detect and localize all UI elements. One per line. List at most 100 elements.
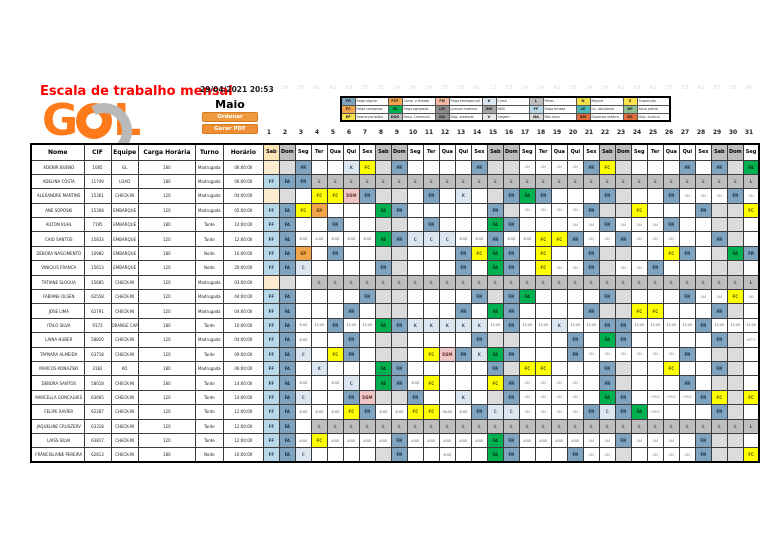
schedule-cell[interactable]: FF xyxy=(262,260,280,276)
schedule-cell[interactable] xyxy=(694,404,712,420)
schedule-cell[interactable]: AM xyxy=(566,202,584,219)
schedule-cell[interactable]: FF xyxy=(262,418,280,434)
schedule-cell[interactable] xyxy=(630,447,648,463)
cell-nome[interactable]: AILTON KUHL xyxy=(30,217,85,233)
cell-turno[interactable]: Madrugada xyxy=(194,188,224,204)
cell-equipe[interactable]: EMBARQUE xyxy=(110,260,139,276)
schedule-cell[interactable]: FR xyxy=(390,159,408,175)
schedule-cell[interactable]: L xyxy=(342,173,360,190)
schedule-cell[interactable]: FA xyxy=(598,389,616,406)
schedule-cell[interactable]: FR xyxy=(406,389,424,406)
cell-turno[interactable]: Noite xyxy=(194,260,224,276)
schedule-cell[interactable] xyxy=(470,375,488,391)
schedule-cell[interactable]: C xyxy=(342,375,360,391)
cell-horario[interactable]: 12:00:00 xyxy=(222,432,264,449)
schedule-cell[interactable] xyxy=(502,202,520,219)
schedule-cell[interactable]: 8:00 xyxy=(566,432,584,449)
schedule-cell[interactable]: FR xyxy=(566,231,584,247)
schedule-cell[interactable]: AM xyxy=(566,389,584,406)
schedule-cell[interactable]: FA xyxy=(278,404,296,420)
schedule-cell[interactable] xyxy=(374,245,392,262)
schedule-cell[interactable] xyxy=(630,245,648,262)
schedule-cell[interactable] xyxy=(310,346,328,362)
schedule-cell[interactable] xyxy=(438,260,456,276)
cell-equipe[interactable]: ORANGE CAP xyxy=(110,317,139,334)
schedule-cell[interactable] xyxy=(358,447,376,463)
schedule-cell[interactable]: FA xyxy=(278,289,296,305)
schedule-cell[interactable]: L xyxy=(486,418,504,434)
cell-carga[interactable]: 120 xyxy=(137,418,196,434)
schedule-cell[interactable] xyxy=(518,332,536,348)
schedule-cell[interactable] xyxy=(502,360,520,377)
schedule-cell[interactable]: FR xyxy=(694,317,712,334)
cell-horario[interactable]: 14:00:00 xyxy=(222,217,264,233)
schedule-cell[interactable] xyxy=(614,202,632,219)
schedule-cell[interactable] xyxy=(406,303,424,319)
cell-nome[interactable]: TATIANE SLOGUA xyxy=(30,274,85,291)
cell-horario[interactable]: 14:00:00 xyxy=(222,375,264,391)
schedule-cell[interactable]: FA xyxy=(278,217,296,233)
schedule-cell[interactable] xyxy=(310,303,328,319)
schedule-cell[interactable]: FA xyxy=(486,303,504,319)
schedule-cell[interactable] xyxy=(374,217,392,233)
schedule-cell[interactable] xyxy=(358,360,376,377)
schedule-cell[interactable] xyxy=(342,289,360,305)
schedule-cell[interactable] xyxy=(342,202,360,219)
schedule-cell[interactable] xyxy=(662,332,680,348)
schedule-cell[interactable]: FA xyxy=(278,332,296,348)
schedule-cell[interactable]: FA xyxy=(278,432,296,449)
schedule-cell[interactable] xyxy=(534,303,552,319)
schedule-cell[interactable]: FC xyxy=(662,245,680,262)
schedule-cell[interactable] xyxy=(486,332,504,348)
schedule-cell[interactable]: FC xyxy=(710,389,728,406)
schedule-cell[interactable] xyxy=(278,159,296,175)
schedule-cell[interactable] xyxy=(390,260,408,276)
cell-carga[interactable]: 120 xyxy=(137,188,196,204)
schedule-cell[interactable]: AM xyxy=(550,202,568,219)
schedule-cell[interactable] xyxy=(326,447,344,463)
schedule-cell[interactable]: FR xyxy=(710,231,728,247)
schedule-cell[interactable]: L xyxy=(614,173,632,190)
schedule-cell[interactable] xyxy=(646,188,664,204)
schedule-cell[interactable]: FR xyxy=(742,245,760,262)
schedule-cell[interactable] xyxy=(582,188,600,204)
schedule-cell[interactable]: FR xyxy=(566,332,584,348)
schedule-cell[interactable]: FR xyxy=(294,173,312,190)
schedule-cell[interactable] xyxy=(278,274,296,291)
schedule-cell[interactable]: AM xyxy=(566,260,584,276)
schedule-cell[interactable]: FF xyxy=(262,231,280,247)
schedule-cell[interactable]: FR xyxy=(454,260,472,276)
schedule-cell[interactable]: K xyxy=(470,317,488,334)
schedule-cell[interactable]: FF xyxy=(262,447,280,463)
schedule-cell[interactable]: DSM xyxy=(438,346,456,362)
schedule-cell[interactable] xyxy=(710,432,728,449)
schedule-cell[interactable] xyxy=(422,447,440,463)
schedule-cell[interactable]: C xyxy=(294,389,312,406)
schedule-cell[interactable] xyxy=(678,231,696,247)
schedule-cell[interactable] xyxy=(422,389,440,406)
schedule-cell[interactable]: L xyxy=(582,274,600,291)
cell-cif[interactable]: 58820 xyxy=(83,332,112,348)
schedule-cell[interactable]: L xyxy=(310,173,328,190)
schedule-cell[interactable] xyxy=(726,389,744,406)
cell-equipe[interactable]: CHECK-IN xyxy=(110,303,139,319)
schedule-cell[interactable]: FR xyxy=(374,260,392,276)
schedule-cell[interactable] xyxy=(486,188,504,204)
cell-cif[interactable]: 10982 xyxy=(83,245,112,262)
schedule-cell[interactable] xyxy=(678,202,696,219)
schedule-cell[interactable]: AM xyxy=(550,375,568,391)
schedule-cell[interactable] xyxy=(326,332,344,348)
schedule-cell[interactable]: FC xyxy=(742,202,760,219)
schedule-cell[interactable]: FR xyxy=(582,202,600,219)
schedule-cell[interactable]: L xyxy=(742,274,760,291)
schedule-cell[interactable] xyxy=(742,432,760,449)
schedule-cell[interactable]: L xyxy=(598,173,616,190)
schedule-cell[interactable]: FF xyxy=(262,303,280,319)
schedule-cell[interactable] xyxy=(358,346,376,362)
schedule-cell[interactable]: FR xyxy=(694,389,712,406)
cell-carga[interactable]: 120 xyxy=(137,202,196,219)
cell-turno[interactable]: Tarde xyxy=(194,217,224,233)
schedule-cell[interactable]: 8:00 xyxy=(358,432,376,449)
schedule-cell[interactable]: K xyxy=(454,389,472,406)
schedule-cell[interactable]: AM xyxy=(630,217,648,233)
